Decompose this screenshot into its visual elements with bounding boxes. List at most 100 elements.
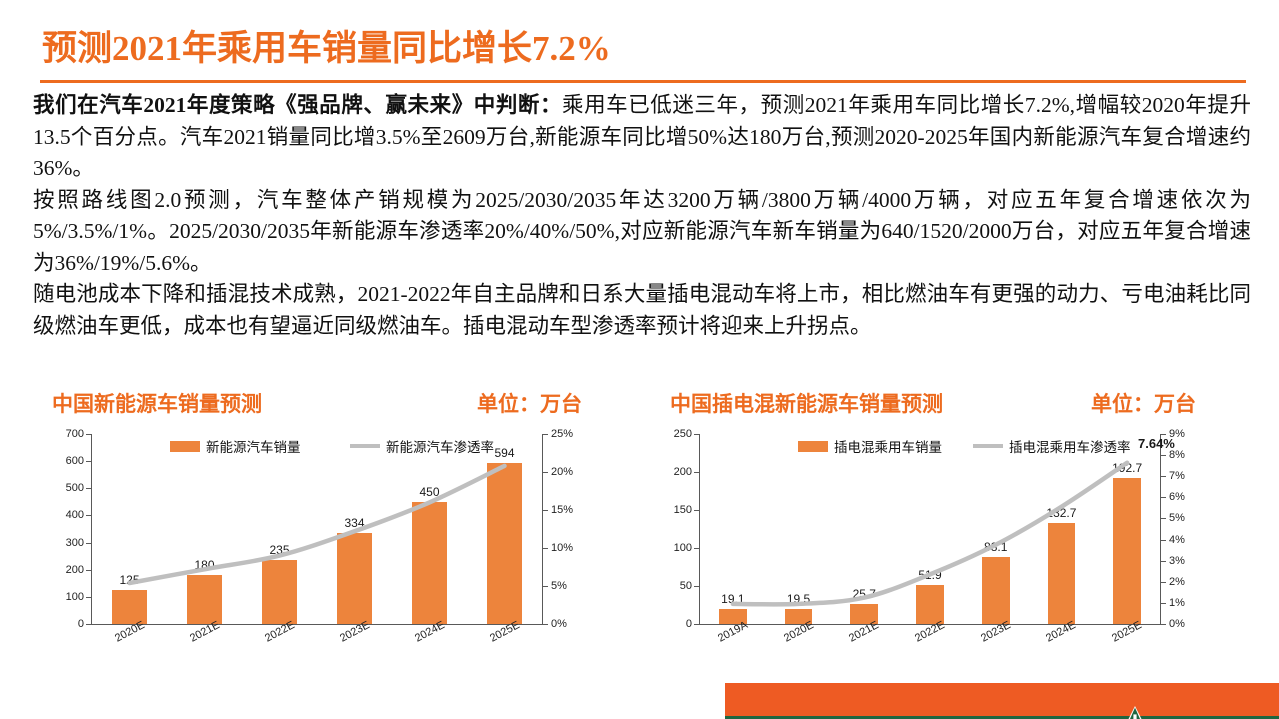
- legend-line-label: 插电混乘用车渗透率: [1009, 440, 1131, 455]
- y2-tick-label: 4%: [1169, 533, 1185, 546]
- y2-tick-label: 8%: [1169, 449, 1185, 462]
- chart-panel-phev-sales: 中国插电混新能源车销量预测 单位：万台 250 200 150 100 50 0 9% 8% 7…: [648, 388, 1248, 688]
- y-axis-tick: [86, 488, 91, 490]
- bar-value-label: 192.7: [1112, 460, 1143, 475]
- chart-2-plot: 250 200 150 100 50 0 9% 8% 7% 6% 5% 4% 3% 2% 1% 0% 19.1 2…: [648, 422, 1248, 672]
- y-tick-label: 300: [65, 536, 84, 549]
- y2-tick-label: 5%: [1169, 512, 1185, 525]
- bar: [187, 575, 222, 624]
- bar-value-label: 594: [494, 445, 515, 460]
- chart-1-plot-area: 125 2020E 180 2021E 235 2022E 334 2023E 450 2024E…: [92, 434, 542, 645]
- y2-axis-tick: [1161, 497, 1166, 499]
- y2-axis-tick: [543, 510, 548, 511]
- chart-1-penetration-line: [127, 463, 507, 586]
- y-axis-tick: [694, 586, 699, 587]
- chart-panel-nev-sales: 中国新能源车销量预测 单位：万台 700 600 500 400 300 200 100 0 2…: [30, 388, 630, 688]
- y-axis-tick: [86, 515, 91, 517]
- y2-axis-tick: [1161, 581, 1166, 583]
- y2-tick-label: 15%: [551, 504, 574, 516]
- y2-axis-tick: [1161, 560, 1166, 562]
- y2-axis-tick: [1161, 624, 1166, 625]
- bar: [1047, 523, 1076, 624]
- chart-2-x-axis-spine: [699, 624, 1161, 626]
- chart-2-header: 中国插电混新能源车销量预测 单位：万台: [648, 388, 1248, 422]
- bar: [981, 557, 1010, 624]
- chart-1-header: 中国新能源车销量预测 单位：万台: [30, 388, 630, 422]
- y2-axis-tick: [1161, 434, 1166, 435]
- bar: [262, 560, 297, 624]
- y-axis-tick: [86, 569, 91, 571]
- y2-tick-label: 0%: [551, 618, 567, 630]
- chart-1-right-axis-spine: [542, 434, 543, 624]
- legend-bar-swatch-icon: [170, 440, 200, 452]
- y2-axis-tick: [543, 434, 548, 435]
- legend-line-swatch-icon: [350, 444, 380, 448]
- y-axis-tick: [86, 542, 91, 544]
- chart-1-title: 中国新能源车销量预测: [52, 392, 262, 416]
- y2-axis-tick: [1161, 518, 1166, 520]
- y2-axis-tick: [1161, 602, 1166, 604]
- y-tick-label: 200: [65, 563, 84, 576]
- legend-item-bar: 插电混乘用车销量: [798, 436, 942, 456]
- chart-1-left-axis-spine: [91, 434, 92, 624]
- y-tick-label: 0: [77, 618, 84, 630]
- bar: [337, 533, 372, 624]
- y2-tick-label: 6%: [1169, 491, 1185, 504]
- y2-axis-tick: [1161, 539, 1166, 541]
- y2-axis-tick: [543, 548, 548, 549]
- legend-item-line: 新能源汽车渗透率: [350, 436, 494, 456]
- y-axis-tick: [694, 510, 699, 511]
- legend-bar-label: 新能源汽车销量: [206, 440, 301, 455]
- y2-tick-label: 0%: [1169, 618, 1185, 630]
- y-tick-label: 700: [65, 428, 84, 440]
- y-tick-label: 150: [673, 504, 692, 516]
- y-axis-tick: [86, 434, 91, 435]
- bar: [850, 604, 879, 624]
- chart-2-title: 中国插电混新能源车销量预测: [670, 392, 943, 416]
- legend-line-label: 新能源汽车渗透率: [386, 440, 494, 455]
- y2-tick-label: 3%: [1169, 554, 1185, 567]
- body-text: 我们在汽车2021年度策略《强品牌、赢未来》中判断：乘用车已低迷三年，预测202…: [33, 90, 1251, 342]
- y2-axis-tick: [543, 586, 548, 587]
- line-end-annotation: 7.64%: [1138, 436, 1175, 451]
- y2-axis-tick: [1161, 455, 1166, 457]
- y-tick-label: 50: [679, 580, 692, 592]
- chart-2-penetration-line: [730, 460, 1130, 607]
- y2-tick-label: 7%: [1169, 470, 1185, 483]
- title-divider: [40, 80, 1246, 83]
- y-axis-tick: [86, 461, 91, 463]
- y2-tick-label: 9%: [1169, 428, 1185, 440]
- y2-axis-tick: [543, 472, 548, 473]
- legend-bar-swatch-icon: [798, 440, 828, 452]
- y-tick-label: 400: [65, 509, 84, 522]
- legend-item-line: 插电混乘用车渗透率: [973, 436, 1131, 456]
- chart-2-left-axis-spine: [699, 434, 700, 624]
- y2-tick-label: 10%: [551, 542, 574, 554]
- y-axis-tick: [694, 548, 699, 549]
- y2-tick-label: 5%: [551, 580, 567, 592]
- y2-axis-tick: [543, 624, 548, 625]
- y2-tick-label: 1%: [1169, 596, 1185, 609]
- y-tick-label: 250: [673, 428, 692, 440]
- chart-1-plot: 700 600 500 400 300 200 100 0 25% 20% 15% 10% 5% 0% 12…: [30, 422, 630, 672]
- y2-tick-label: 25%: [551, 428, 574, 440]
- bar-value-label: 334: [344, 516, 365, 531]
- y-tick-label: 0: [685, 618, 692, 630]
- body-paragraph-2: 按照路线图2.0预测，汽车整体产销规模为2025/2030/2035年达3200…: [33, 187, 1251, 275]
- bar: [916, 584, 944, 624]
- company-logo-icon: [1128, 706, 1142, 719]
- chart-2-plot-area: 19.1 2019A 19.5 2020E 25.7 2021E 51.9 2022E 88.1…: [700, 434, 1160, 645]
- legend-line-swatch-icon: [973, 444, 1003, 448]
- y-axis-tick: [694, 472, 699, 473]
- y2-axis-tick: [1161, 476, 1166, 478]
- body-paragraph-1: 我们在汽车2021年度策略《强品牌、赢未来》中判断：乘用车已低迷三年，预测202…: [33, 90, 1251, 185]
- y-axis-tick: [86, 596, 91, 598]
- y-tick-label: 200: [673, 466, 692, 478]
- y-axis-tick: [694, 434, 699, 435]
- bar: [784, 609, 813, 624]
- legend-bar-label: 插电混乘用车销量: [834, 440, 942, 455]
- chart-2-unit: 单位：万台: [1091, 392, 1196, 416]
- chart-1-y-axis-left: 700 600 500 400 300 200 100 0: [30, 422, 84, 630]
- y2-tick-label: 2%: [1169, 575, 1185, 588]
- bar-value-label: 450: [419, 484, 440, 499]
